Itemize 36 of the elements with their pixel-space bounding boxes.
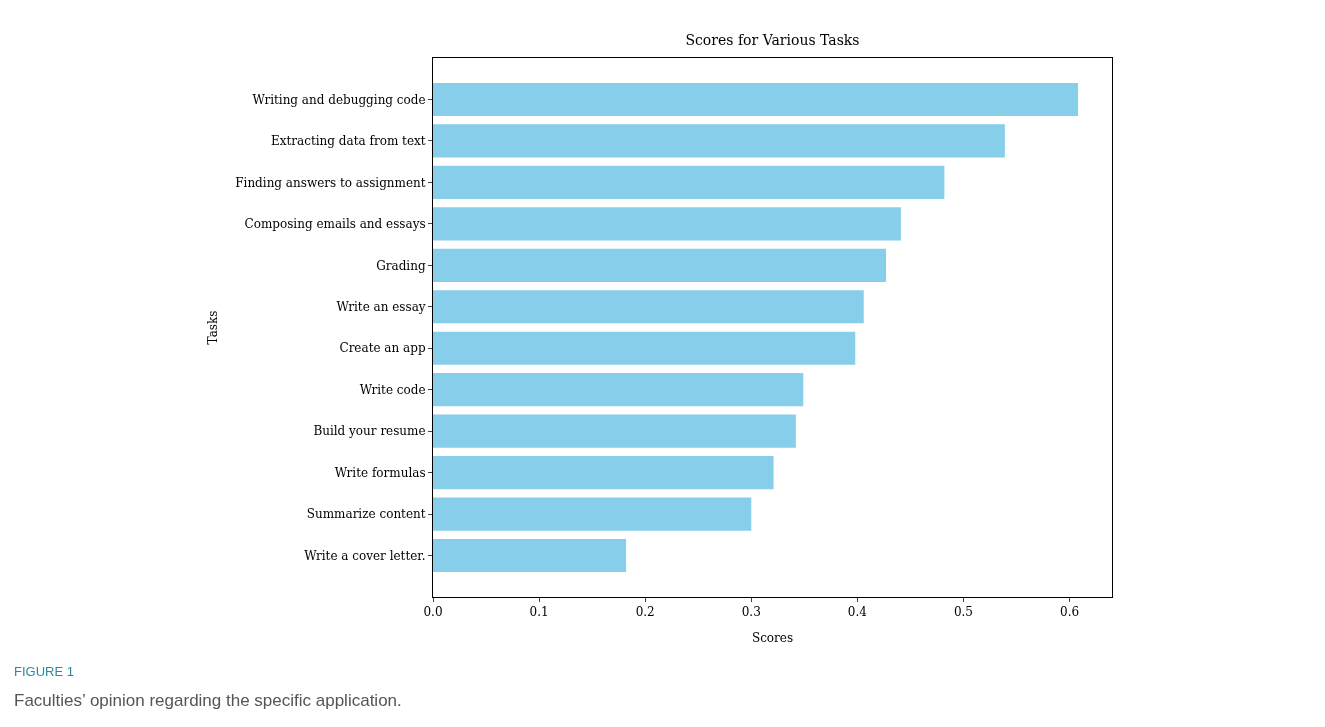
- bar: [433, 82, 1079, 117]
- bar: [433, 331, 856, 365]
- x-tick-label: 0.4: [847, 605, 868, 620]
- x-tick-label: 0.1: [529, 605, 549, 620]
- y-tick-label: Write an essay: [336, 299, 426, 314]
- x-tick-label: 0.2: [635, 605, 655, 620]
- bar: [433, 373, 804, 407]
- y-tick-label: Summarize content: [306, 507, 426, 522]
- bar: [433, 497, 752, 531]
- bar: [433, 207, 901, 241]
- text: Faculties’ opinion regarding the specific application.: [14, 691, 402, 710]
- x-tick-label: 0.5: [953, 605, 974, 620]
- y-tick-label: Finding answers to assignment: [235, 175, 426, 190]
- x-tick-label: 0.6: [1060, 605, 1080, 620]
- y-tick-label: Grading: [376, 258, 426, 273]
- y-tick-label: Create an app: [339, 341, 426, 356]
- y-tick-label: Write formulas: [334, 465, 426, 480]
- x-tick-label: 0.0: [423, 605, 443, 620]
- y-tick-label: Write a cover letter.: [304, 548, 426, 563]
- y-tick-label: Composing emails and essays: [244, 217, 426, 232]
- chart-title: Scores for Various Tasks: [685, 32, 860, 48]
- x-axis-title: Scores: [751, 631, 794, 646]
- bar: [433, 124, 1005, 158]
- caption: FIGURE 1: [14, 664, 74, 679]
- x-tick-label: 0.3: [741, 605, 761, 620]
- y-tick-label: Extracting data from text: [271, 134, 426, 149]
- bar: [433, 538, 627, 573]
- y-axis-title: Tasks: [205, 310, 220, 345]
- y-tick-label: Build your resume: [313, 424, 426, 439]
- y-tick-label: Write code: [359, 382, 426, 397]
- bar: [433, 290, 864, 324]
- y-tick-label: Writing and debugging code: [252, 92, 426, 107]
- bar: [433, 165, 945, 199]
- bar: [433, 414, 796, 448]
- bar: [433, 456, 774, 490]
- bar: [433, 248, 887, 282]
